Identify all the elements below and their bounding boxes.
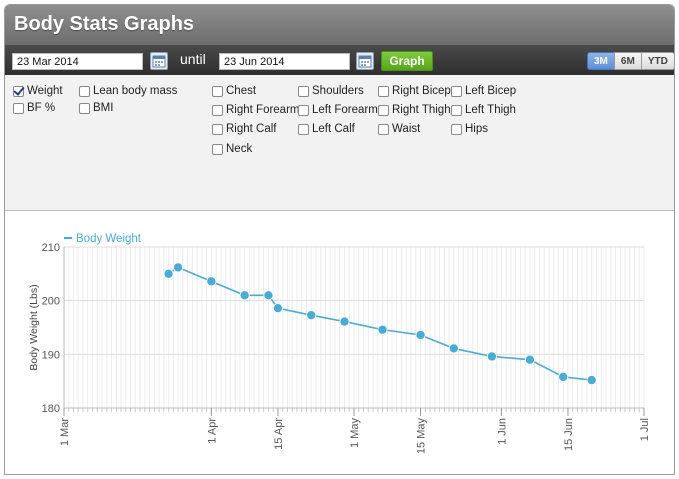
end-date-input[interactable] (219, 53, 350, 70)
option-waist[interactable]: Waist (378, 123, 420, 135)
data-point (163, 268, 174, 279)
data-point (339, 316, 350, 327)
option-right-forearm[interactable]: Right Forearm (212, 104, 300, 116)
y-tick-label: 180 (42, 403, 60, 415)
option-label: Right Thigh (392, 104, 451, 116)
data-point (239, 290, 250, 301)
option-label: Neck (226, 143, 253, 155)
range-3m-button[interactable]: 3M (587, 52, 615, 70)
data-point (377, 324, 388, 335)
range-selector: 3M 6M YTD (587, 52, 674, 70)
toolbar: until Graph 3M 6M YTD (5, 45, 674, 75)
right-bicep-checkbox[interactable] (378, 85, 389, 97)
option-bmi[interactable]: BMI (79, 102, 113, 114)
option-label: Hips (465, 123, 489, 135)
option-label: Left Bicep (465, 85, 517, 97)
page-title: Body Stats Graphs (5, 5, 674, 45)
option-label: Right Bicep (392, 85, 451, 97)
x-tick-label: 15 May (416, 418, 428, 455)
right-thigh-checkbox[interactable] (378, 104, 389, 116)
option-neck[interactable]: Neck (212, 143, 252, 155)
option-label: Lean body mass (93, 85, 178, 97)
bmi-checkbox[interactable] (79, 102, 90, 114)
option-label: Left Calf (312, 123, 355, 135)
option-label: Left Forearm (312, 104, 378, 116)
x-tick-label: 1 May (349, 418, 361, 448)
data-point (524, 354, 535, 365)
data-point (173, 262, 184, 273)
right-forearm-checkbox[interactable] (212, 104, 223, 116)
data-point (272, 303, 283, 314)
left-thigh-checkbox[interactable] (451, 104, 462, 116)
weight-chart: 180 190 200 210 1 Mar 1 Apr 15 Apr 1 May 15 May 1… (28, 233, 651, 455)
option-label: Right Forearm (226, 104, 300, 116)
range-ytd-button[interactable]: YTD (640, 52, 674, 70)
option-weight[interactable]: Weight (13, 85, 63, 97)
data-point (415, 330, 426, 341)
option-label: Left Thigh (465, 104, 516, 116)
start-calendar-icon[interactable] (150, 52, 168, 70)
left-calf-checkbox[interactable] (298, 123, 309, 135)
data-point (486, 351, 497, 362)
shoulders-checkbox[interactable] (298, 85, 309, 97)
option-lean-body-mass[interactable]: Lean body mass (79, 85, 177, 97)
data-point (306, 310, 317, 321)
option-shoulders[interactable]: Shoulders (298, 85, 364, 97)
option-left-thigh[interactable]: Left Thigh (451, 104, 516, 116)
y-axis-label: Body Weight (Lbs) (28, 284, 40, 370)
left-bicep-checkbox[interactable] (451, 85, 462, 97)
stat-options-panel: Weight BF % Lean body mass BMI Chest Rig… (5, 75, 674, 211)
x-tick-label: 1 Apr (206, 418, 218, 444)
until-label: until (180, 51, 206, 67)
option-left-calf[interactable]: Left Calf (298, 123, 355, 135)
left-forearm-checkbox[interactable] (298, 104, 309, 116)
graph-button[interactable]: Graph (381, 51, 433, 71)
option-right-thigh[interactable]: Right Thigh (378, 104, 451, 116)
neck-checkbox[interactable] (212, 143, 223, 155)
y-tick-label: 190 (42, 349, 60, 361)
app-window: Body Stats Graphs until Graph 3M 6M YTD … (4, 4, 675, 475)
data-point (206, 276, 217, 287)
option-label: BMI (93, 102, 114, 114)
y-tick-label: 210 (42, 242, 60, 254)
x-tick-label: 1 Jun (496, 418, 508, 445)
start-date-input[interactable] (12, 53, 143, 70)
waist-checkbox[interactable] (378, 123, 389, 135)
x-tick-label: 15 Jun (563, 418, 575, 451)
y-tick-label: 200 (42, 296, 60, 308)
option-left-forearm[interactable]: Left Forearm (298, 104, 378, 116)
legend-entry: Body Weight (76, 233, 142, 245)
chart-area: 180 190 200 210 1 Mar 1 Apr 15 Apr 1 May 15 May 1… (5, 211, 674, 474)
right-calf-checkbox[interactable] (212, 123, 223, 135)
x-tick-label: 15 Apr (273, 418, 285, 450)
option-label: Weight (27, 85, 63, 97)
data-point (586, 375, 597, 386)
option-left-bicep[interactable]: Left Bicep (451, 85, 516, 97)
hips-checkbox[interactable] (451, 123, 462, 135)
data-point (263, 290, 274, 301)
data-point (448, 343, 459, 354)
range-6m-button[interactable]: 6M (613, 52, 642, 70)
option-label: Waist (392, 123, 421, 135)
x-tick-label: 1 Mar (59, 418, 71, 446)
option-chest[interactable]: Chest (212, 85, 256, 97)
option-label: Shoulders (312, 85, 364, 97)
chest-checkbox[interactable] (212, 85, 223, 97)
option-label: Chest (226, 85, 257, 97)
lean-checkbox[interactable] (79, 85, 90, 97)
option-hips[interactable]: Hips (451, 123, 488, 135)
option-label: Right Calf (226, 123, 277, 135)
option-right-bicep[interactable]: Right Bicep (378, 85, 451, 97)
option-label: BF % (27, 102, 56, 114)
end-calendar-icon[interactable] (356, 52, 374, 70)
data-point (558, 371, 569, 382)
bf-checkbox[interactable] (13, 102, 24, 114)
option-bf[interactable]: BF % (13, 102, 55, 114)
x-tick-label: 1 Jul (639, 418, 651, 441)
option-right-calf[interactable]: Right Calf (212, 123, 277, 135)
weight-checkbox[interactable] (13, 85, 24, 97)
